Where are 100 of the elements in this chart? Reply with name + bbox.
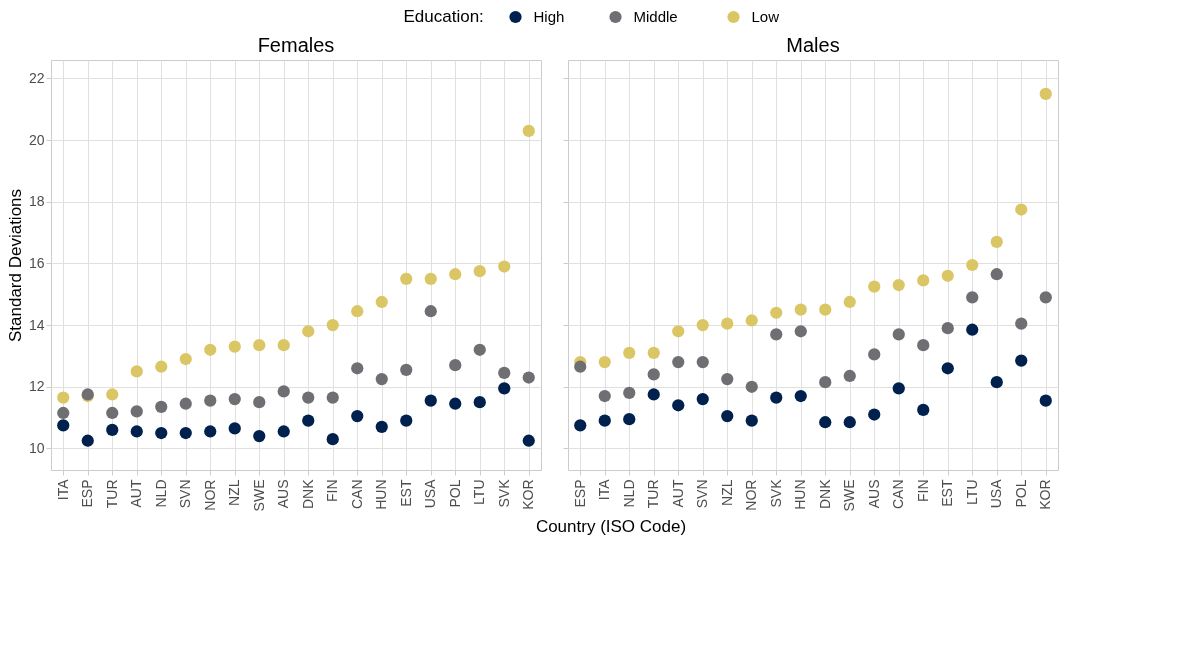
point [745, 414, 758, 427]
x-tick-label: ESP [571, 479, 588, 508]
point [277, 385, 290, 398]
y-tick-label: 18 [28, 193, 45, 210]
point [473, 343, 486, 356]
point [106, 388, 119, 401]
point [204, 394, 217, 407]
point [990, 268, 1003, 281]
point [966, 323, 979, 336]
y-tick-label: 14 [28, 316, 45, 333]
point [302, 325, 315, 338]
point [326, 433, 339, 446]
point [917, 339, 930, 352]
point [941, 269, 954, 282]
x-tick-label: HUN [373, 479, 390, 510]
point [228, 392, 241, 406]
point [794, 303, 807, 316]
x-tick-label: ITA [596, 478, 613, 501]
y-axis-title: Standard Deviations [5, 188, 25, 343]
point [57, 391, 70, 404]
x-tick-label: USA [988, 478, 1005, 509]
point [745, 314, 758, 327]
x-tick-label: NOR [201, 479, 218, 511]
point [400, 272, 413, 285]
point [1015, 317, 1028, 330]
point [106, 406, 119, 420]
point [473, 265, 486, 278]
point [155, 360, 168, 373]
point [770, 306, 783, 319]
point [623, 346, 636, 359]
point [868, 348, 881, 361]
point [375, 295, 388, 309]
point [598, 414, 611, 427]
x-tick-label: LTU [471, 479, 488, 505]
x-tick-label: DNK [299, 478, 316, 510]
point [400, 363, 413, 376]
point [647, 388, 660, 401]
point [794, 389, 807, 403]
point [966, 258, 979, 272]
y-tick-label: 16 [28, 254, 45, 271]
x-tick-label: KOR [1037, 479, 1054, 510]
point [1039, 291, 1052, 304]
point [302, 414, 315, 427]
point [522, 434, 535, 447]
point [1015, 354, 1028, 367]
x-tick-label: AUT [669, 479, 686, 508]
point [868, 408, 881, 421]
point [721, 372, 734, 386]
point [351, 409, 364, 423]
point [449, 268, 462, 281]
point [498, 366, 511, 380]
x-tick-label: FIN [914, 479, 931, 503]
point [990, 235, 1003, 248]
point [598, 389, 611, 403]
x-tick-label: TUR [103, 479, 120, 509]
x-tick-label: DNK [816, 478, 833, 510]
x-tick-label: POL [1012, 479, 1029, 508]
y-tick-label: 22 [28, 70, 45, 86]
point [130, 425, 143, 438]
x-tick-label: SVN [177, 479, 194, 509]
x-tick-label: NZL [226, 479, 243, 506]
point [400, 414, 413, 427]
point [81, 434, 94, 447]
x-tick-label: CAN [348, 479, 365, 510]
point [696, 319, 709, 332]
point [843, 369, 856, 383]
point [892, 328, 905, 341]
x-tick-label: ITA [54, 478, 71, 501]
point [917, 403, 930, 416]
point [473, 396, 486, 409]
point [522, 124, 535, 138]
x-tick-label: HUN [792, 479, 809, 510]
point [228, 340, 241, 353]
point [990, 376, 1003, 389]
point [843, 416, 856, 429]
y-tick-label: 20 [28, 131, 45, 148]
legend-title: Education: [403, 7, 484, 26]
point [770, 328, 783, 341]
point [721, 317, 734, 330]
point [228, 422, 241, 435]
x-tick-label: EST [939, 479, 956, 507]
point [179, 397, 192, 410]
point [498, 382, 511, 395]
x-tick-label: NOR [743, 479, 760, 511]
x-tick-label: AUS [275, 479, 292, 509]
point [449, 359, 462, 372]
point [647, 368, 660, 381]
point [130, 405, 143, 418]
point [941, 322, 954, 335]
point [917, 274, 930, 287]
point [819, 376, 832, 389]
point [745, 380, 758, 393]
x-tick-label: AUS [865, 479, 882, 509]
point [498, 260, 511, 273]
x-tick-label: USA [422, 478, 439, 509]
chart-title: Males [786, 34, 840, 56]
point [57, 419, 70, 432]
point [155, 400, 168, 413]
y-tick-label: 12 [28, 378, 45, 395]
chart-title: Females [257, 34, 335, 56]
